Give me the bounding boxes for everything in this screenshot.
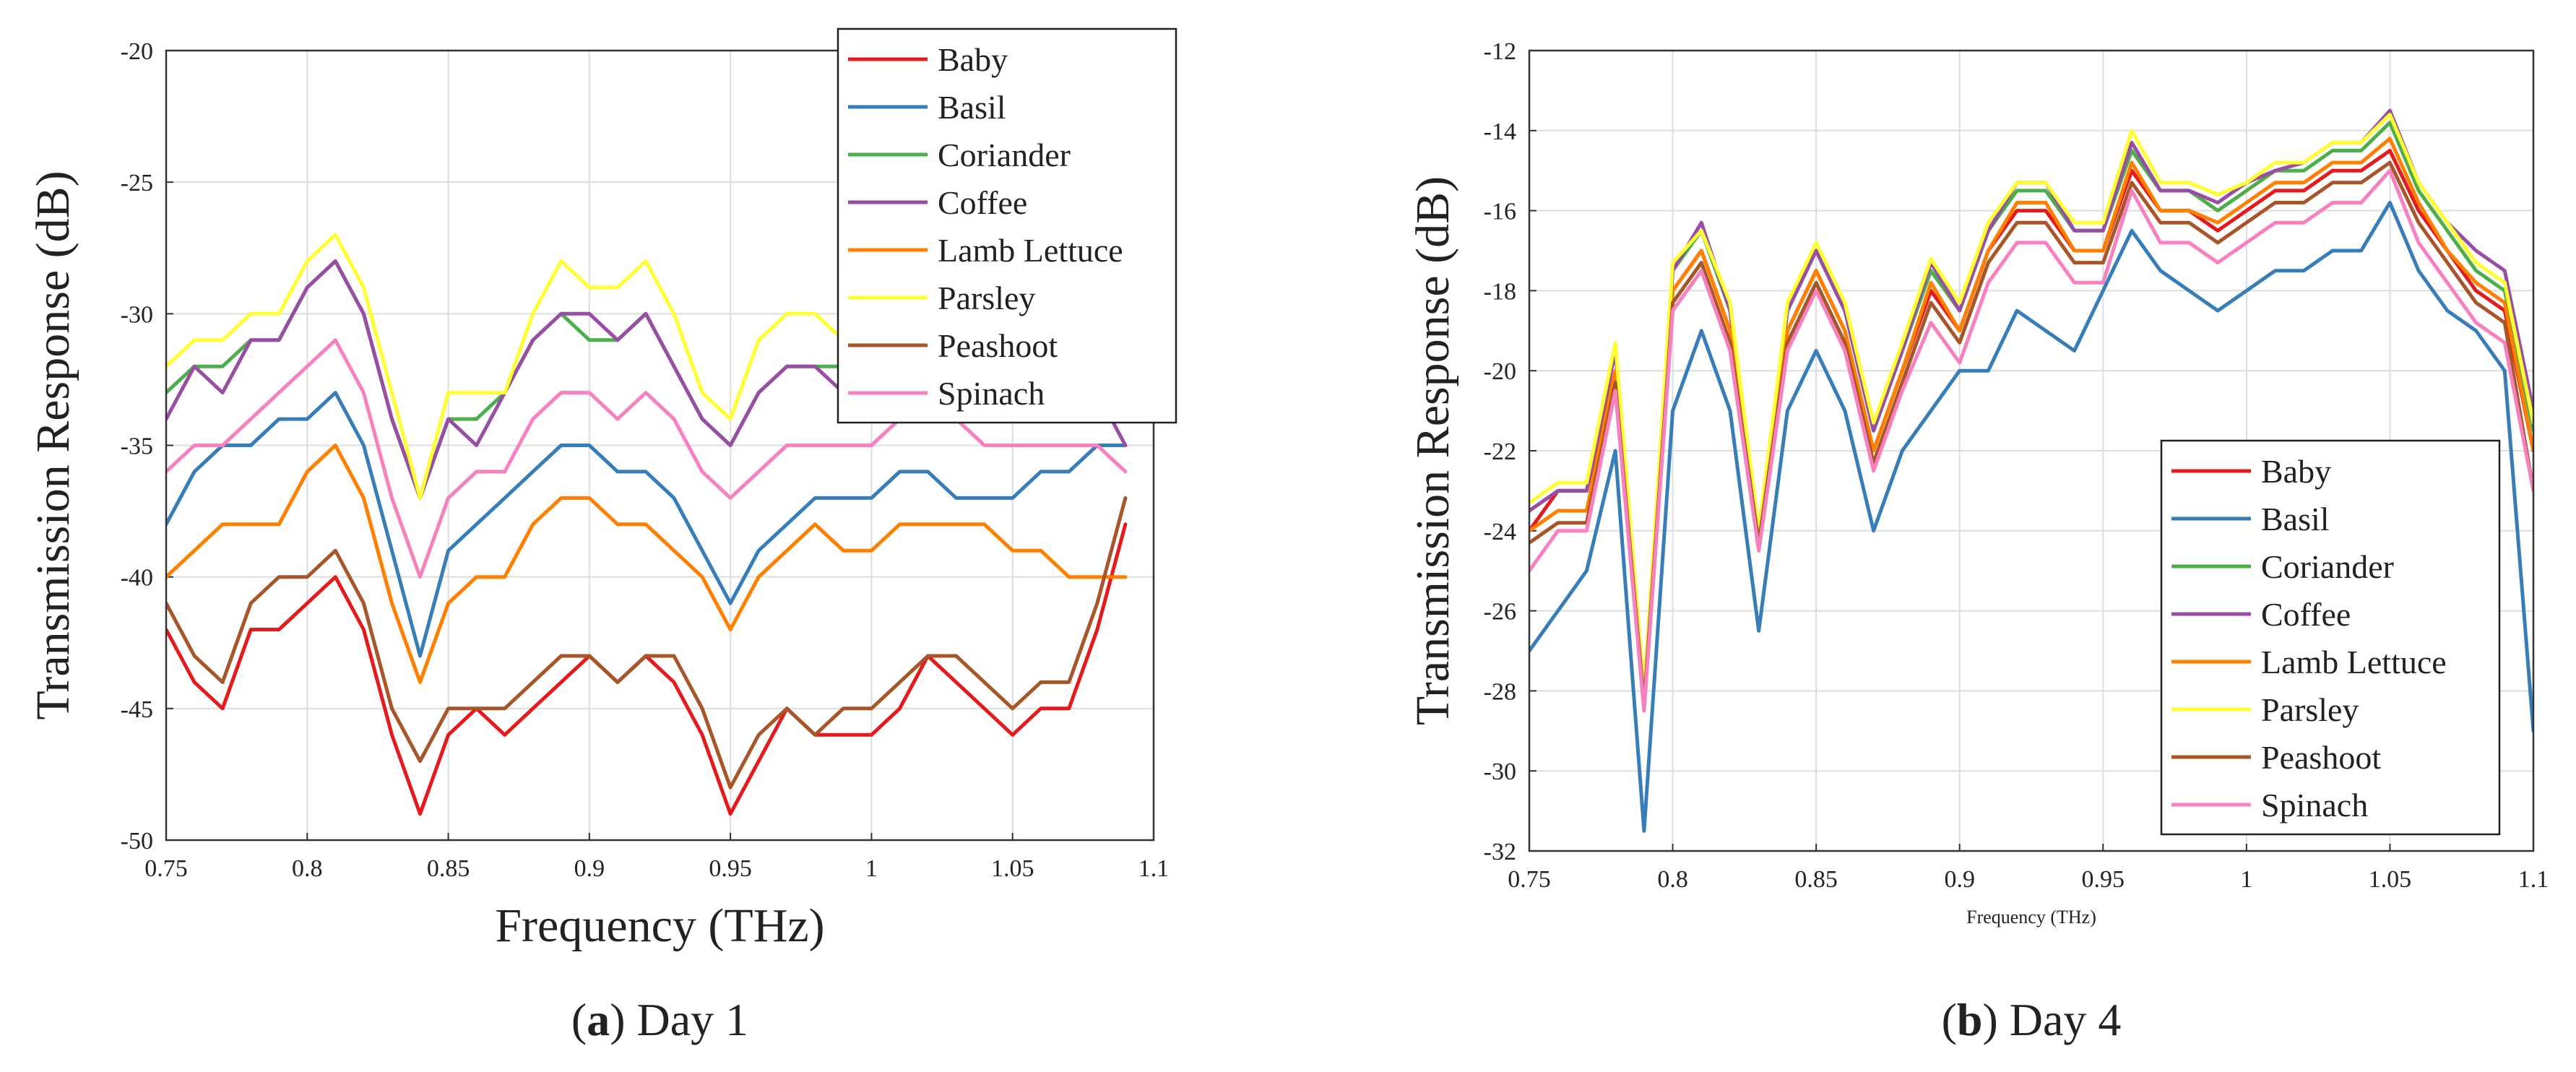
chart-1-legend-label-spinach: Spinach — [938, 375, 1045, 412]
chart-1-series-line-spinach — [166, 338, 1128, 579]
chart-2-y-tick-label: -26 — [1484, 599, 1516, 626]
chart-1-legend-label-coriander: Coriander — [938, 137, 1071, 173]
chart-2-y-tick-label: -20 — [1484, 358, 1516, 385]
chart-2-legend-box — [2160, 439, 2501, 836]
chart-1-series-line-lamb-lettuce — [166, 444, 1128, 684]
chart-2-x-tick-label: 1.1 — [2518, 866, 2549, 893]
chart-1-x-tick-label: 0.85 — [427, 855, 470, 882]
chart-1-legend-box — [837, 27, 1177, 424]
chart-1-legend-label-parsley: Parsley — [938, 280, 1035, 316]
chart-2-legend-label-peashoot: Peashoot — [2261, 739, 2381, 776]
chart-2-x-tick-label: 0.9 — [1944, 866, 1975, 893]
chart-2-legend-label-parsley: Parsley — [2261, 691, 2359, 728]
chart-1-y-tick-label: -45 — [121, 696, 153, 723]
chart-1-caption: (a) Day 1 — [571, 994, 748, 1045]
chart-2-legend-label-spinach: Spinach — [2261, 787, 2368, 824]
chart-2-caption: (b) Day 4 — [1942, 994, 2122, 1045]
chart-1-y-tick-label: -20 — [121, 38, 153, 65]
chart-2-x-tick-label: 0.75 — [1508, 866, 1551, 893]
chart-2-y-tick-label: -16 — [1484, 199, 1516, 225]
chart-2-x-tick-label: 0.95 — [2082, 866, 2125, 893]
chart-2-axes-frame — [1528, 49, 2535, 852]
chart-1-y-tick-label: -30 — [121, 301, 153, 328]
chart-1-legend-label-baby: Baby — [938, 41, 1008, 78]
chart-2-series-line-peashoot — [1529, 160, 2533, 705]
chart-2-y-tick-label: -14 — [1484, 118, 1516, 145]
chart-2-caption-letter: b — [1957, 994, 1983, 1045]
chart-2-series-line-basil — [1529, 201, 2533, 833]
chart-1-x-tick-label: 1 — [865, 855, 878, 882]
chart-2-y-axis-label: Transmission Response (dB) — [1406, 176, 1459, 725]
chart-1-x-tick-label: 0.8 — [292, 855, 323, 882]
chart-2-y-tick-label: -28 — [1484, 678, 1516, 705]
chart-2-caption-open-paren: ( — [1942, 994, 1957, 1045]
chart-1-x-axis-label: Frequency (THz) — [495, 899, 824, 952]
chart-2-y-tick-label: -30 — [1484, 758, 1516, 785]
chart-1-caption-open-paren: ( — [571, 994, 587, 1045]
chart-2-series-line-parsley — [1529, 113, 2533, 693]
chart-2-series-line-spinach — [1529, 168, 2533, 713]
chart-2-x-tick-label: 1 — [2240, 866, 2252, 893]
chart-1-series-line-basil — [166, 391, 1128, 658]
chart-2-caption-text: ) Day 4 — [1982, 994, 2121, 1045]
chart-2-x-tick-label: 0.85 — [1794, 866, 1838, 893]
chart-2-legend-label-lamb-lettuce: Lamb Lettuce — [2261, 644, 2447, 680]
chart-2-y-tick-label: -22 — [1484, 438, 1516, 465]
chart-2-y-tick-label: -12 — [1484, 38, 1516, 65]
chart-2-legend-label-baby: Baby — [2261, 453, 2331, 490]
chart-1-y-tick-label: -50 — [121, 828, 153, 855]
chart-1-caption-letter: a — [587, 994, 610, 1045]
chart-2-x-tick-label: 1.05 — [2369, 866, 2412, 893]
chart-1-y-axis-label: Transmission Response (dB) — [27, 170, 79, 719]
chart-2-legend-label-coriander: Coriander — [2261, 548, 2394, 585]
chart-1-x-tick-label: 0.95 — [709, 855, 752, 882]
chart-1-legend-label-peashoot: Peashoot — [938, 327, 1058, 364]
chart-2-legend-label-basil: Basil — [2261, 501, 2330, 537]
chart-2-x-tick-label: 0.8 — [1657, 866, 1688, 893]
chart-1-y-tick-label: -40 — [121, 565, 153, 592]
chart-1-legend-label-lamb-lettuce: Lamb Lettuce — [938, 232, 1123, 269]
chart-2-y-tick-label: -18 — [1484, 278, 1516, 305]
chart-1-y-tick-label: -35 — [121, 433, 153, 460]
chart-1-x-tick-label: 1.1 — [1138, 855, 1170, 882]
chart-1-caption-text: ) Day 1 — [610, 994, 748, 1045]
chart-2-x-axis-label: Frequency (THz) — [1966, 907, 2096, 928]
chart-1-legend-label-coffee: Coffee — [938, 184, 1027, 221]
chart-1-series-line-peashoot — [166, 496, 1128, 790]
chart-1-y-tick-label: -25 — [121, 170, 153, 196]
chart-1-axes-frame — [165, 49, 1155, 842]
chart-2-series-line-lamb-lettuce — [1529, 137, 2533, 693]
chart-2-y-tick-label: -32 — [1484, 839, 1516, 865]
chart-1-x-tick-label: 0.9 — [574, 855, 605, 882]
chart-2-y-tick-label: -24 — [1484, 519, 1516, 545]
chart-1-x-tick-label: 0.75 — [144, 855, 188, 882]
chart-1-legend-label-basil: Basil — [938, 89, 1006, 126]
chart-2-legend-label-coffee: Coffee — [2261, 596, 2351, 633]
chart-1-x-tick-label: 1.05 — [991, 855, 1034, 882]
